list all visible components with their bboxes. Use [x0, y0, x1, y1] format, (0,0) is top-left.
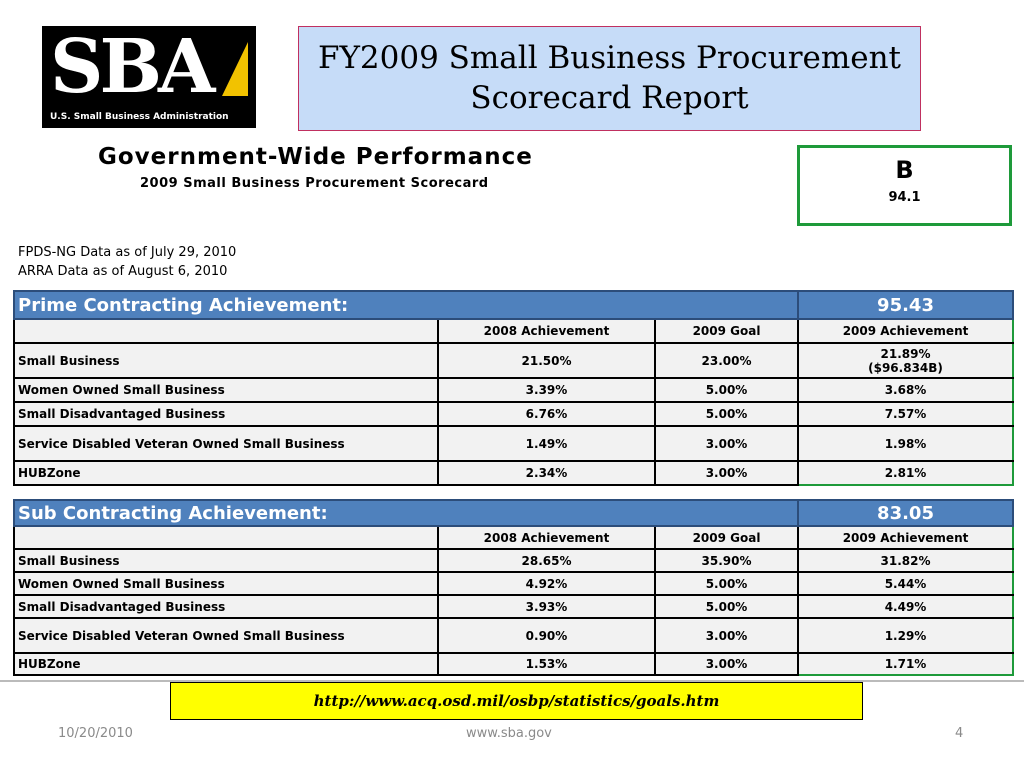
sub-header-blank: [13, 525, 439, 550]
cell-2008: 21.50%: [437, 342, 656, 379]
cell-goal: 3.00%: [653, 652, 800, 676]
row-label: Women Owned Small Business: [13, 571, 439, 596]
cell-2009: 31.82%: [797, 548, 1015, 573]
logo-subtitle: U.S. Small Business Administration: [50, 112, 229, 122]
cell-2008: 1.53%: [437, 652, 656, 676]
footer-page-number: 4: [955, 726, 964, 741]
row-label: Women Owned Small Business: [13, 377, 439, 403]
row-label: HUBZone: [13, 652, 439, 676]
slide-title: FY2009 Small Business Procurement Scorec…: [298, 26, 921, 131]
cell-goal: 5.00%: [653, 571, 800, 596]
table-row: HUBZone 2.34% 3.00% 2.81%: [13, 460, 1015, 486]
table-row: Women Owned Small Business 3.39% 5.00% 3…: [13, 377, 1015, 403]
cell-2009-value: 21.89%: [880, 346, 931, 361]
cell-2009: 1.98%: [797, 425, 1015, 462]
cell-2008: 0.90%: [437, 617, 656, 654]
sub-header-goal: 2009 Goal: [653, 525, 800, 550]
row-label: Small Business: [13, 548, 439, 573]
cell-2008: 6.76%: [437, 401, 656, 427]
cell-goal: 35.90%: [653, 548, 800, 573]
slide-title-line2: Scorecard Report: [470, 80, 749, 116]
row-label: HUBZone: [13, 460, 439, 486]
fpds-source-note: FPDS-NG Data as of July 29, 2010: [18, 245, 237, 260]
cell-2009: 5.44%: [797, 571, 1015, 596]
logo-letters: SBA: [50, 24, 215, 110]
table-row: Small Business 28.65% 35.90% 31.82%: [13, 548, 1015, 573]
table-row: Small Disadvantaged Business 6.76% 5.00%…: [13, 401, 1015, 427]
prime-section-title: Prime Contracting Achievement:: [12, 290, 800, 320]
sub-header-2008: 2008 Achievement: [437, 525, 656, 550]
footer-site: www.sba.gov: [466, 726, 552, 741]
source-link[interactable]: http://www.acq.osd.mil/osbp/statistics/g…: [170, 682, 863, 720]
sub-contracting-table: Sub Contracting Achievement: 83.05 2008 …: [12, 499, 1015, 676]
cell-2008: 3.39%: [437, 377, 656, 403]
sub-section-header: Sub Contracting Achievement: 83.05: [12, 499, 1015, 527]
table-row: Small Disadvantaged Business 3.93% 5.00%…: [13, 594, 1015, 619]
row-label: Small Business: [13, 342, 439, 379]
prime-header-2008: 2008 Achievement: [437, 318, 656, 344]
performance-heading: Government-Wide Performance: [98, 144, 533, 170]
divider: [0, 680, 1024, 682]
sub-column-headers: 2008 Achievement 2009 Goal 2009 Achievem…: [13, 525, 1015, 550]
table-row: Service Disabled Veteran Owned Small Bus…: [13, 425, 1015, 462]
cell-goal: 3.00%: [653, 617, 800, 654]
cell-2009-note: ($96.834B): [868, 360, 943, 375]
cell-goal: 23.00%: [653, 342, 800, 379]
row-label: Small Disadvantaged Business: [13, 594, 439, 619]
prime-contracting-table: Prime Contracting Achievement: 95.43 200…: [12, 290, 1015, 486]
cell-goal: 3.00%: [653, 425, 800, 462]
cell-goal: 3.00%: [653, 460, 800, 486]
cell-2009: 7.57%: [797, 401, 1015, 427]
cell-2009: 21.89% ($96.834B): [797, 342, 1015, 379]
cell-2008: 1.49%: [437, 425, 656, 462]
sub-section-title: Sub Contracting Achievement:: [12, 499, 800, 527]
cell-2009: 3.68%: [797, 377, 1015, 403]
scorecard-subheading: 2009 Small Business Procurement Scorecar…: [140, 176, 489, 191]
sba-logo: SBA U.S. Small Business Administration: [42, 26, 256, 128]
slide-title-line1: FY2009 Small Business Procurement: [317, 40, 902, 76]
grade-score: 94.1: [888, 190, 921, 205]
prime-section-score: 95.43: [797, 290, 1015, 320]
cell-2009: 4.49%: [797, 594, 1015, 619]
row-label: Service Disabled Veteran Owned Small Bus…: [13, 617, 439, 654]
cell-goal: 5.00%: [653, 594, 800, 619]
sub-header-2009: 2009 Achievement: [797, 525, 1015, 550]
cell-goal: 5.00%: [653, 377, 800, 403]
cell-2009: 2.81%: [797, 460, 1015, 486]
cell-2008: 28.65%: [437, 548, 656, 573]
cell-2008: 4.92%: [437, 571, 656, 596]
cell-2009: 1.29%: [797, 617, 1015, 654]
logo-triangle-icon: [222, 42, 248, 96]
prime-header-2009: 2009 Achievement: [797, 318, 1015, 344]
table-row: HUBZone 1.53% 3.00% 1.71%: [13, 652, 1015, 676]
cell-2008: 2.34%: [437, 460, 656, 486]
table-row: Service Disabled Veteran Owned Small Bus…: [13, 617, 1015, 654]
table-row: Women Owned Small Business 4.92% 5.00% 5…: [13, 571, 1015, 596]
row-label: Service Disabled Veteran Owned Small Bus…: [13, 425, 439, 462]
prime-header-goal: 2009 Goal: [653, 318, 800, 344]
prime-section-header: Prime Contracting Achievement: 95.43: [12, 290, 1015, 320]
prime-column-headers: 2008 Achievement 2009 Goal 2009 Achievem…: [13, 318, 1015, 344]
grade-box: B 94.1: [797, 145, 1012, 226]
sub-section-score: 83.05: [797, 499, 1015, 527]
cell-goal: 5.00%: [653, 401, 800, 427]
cell-2009: 1.71%: [797, 652, 1015, 676]
arra-source-note: ARRA Data as of August 6, 2010: [18, 264, 228, 279]
grade-letter: B: [895, 156, 914, 184]
cell-2008: 3.93%: [437, 594, 656, 619]
prime-header-blank: [13, 318, 439, 344]
row-label: Small Disadvantaged Business: [13, 401, 439, 427]
table-row: Small Business 21.50% 23.00% 21.89% ($96…: [13, 342, 1015, 379]
footer-date: 10/20/2010: [58, 726, 133, 741]
